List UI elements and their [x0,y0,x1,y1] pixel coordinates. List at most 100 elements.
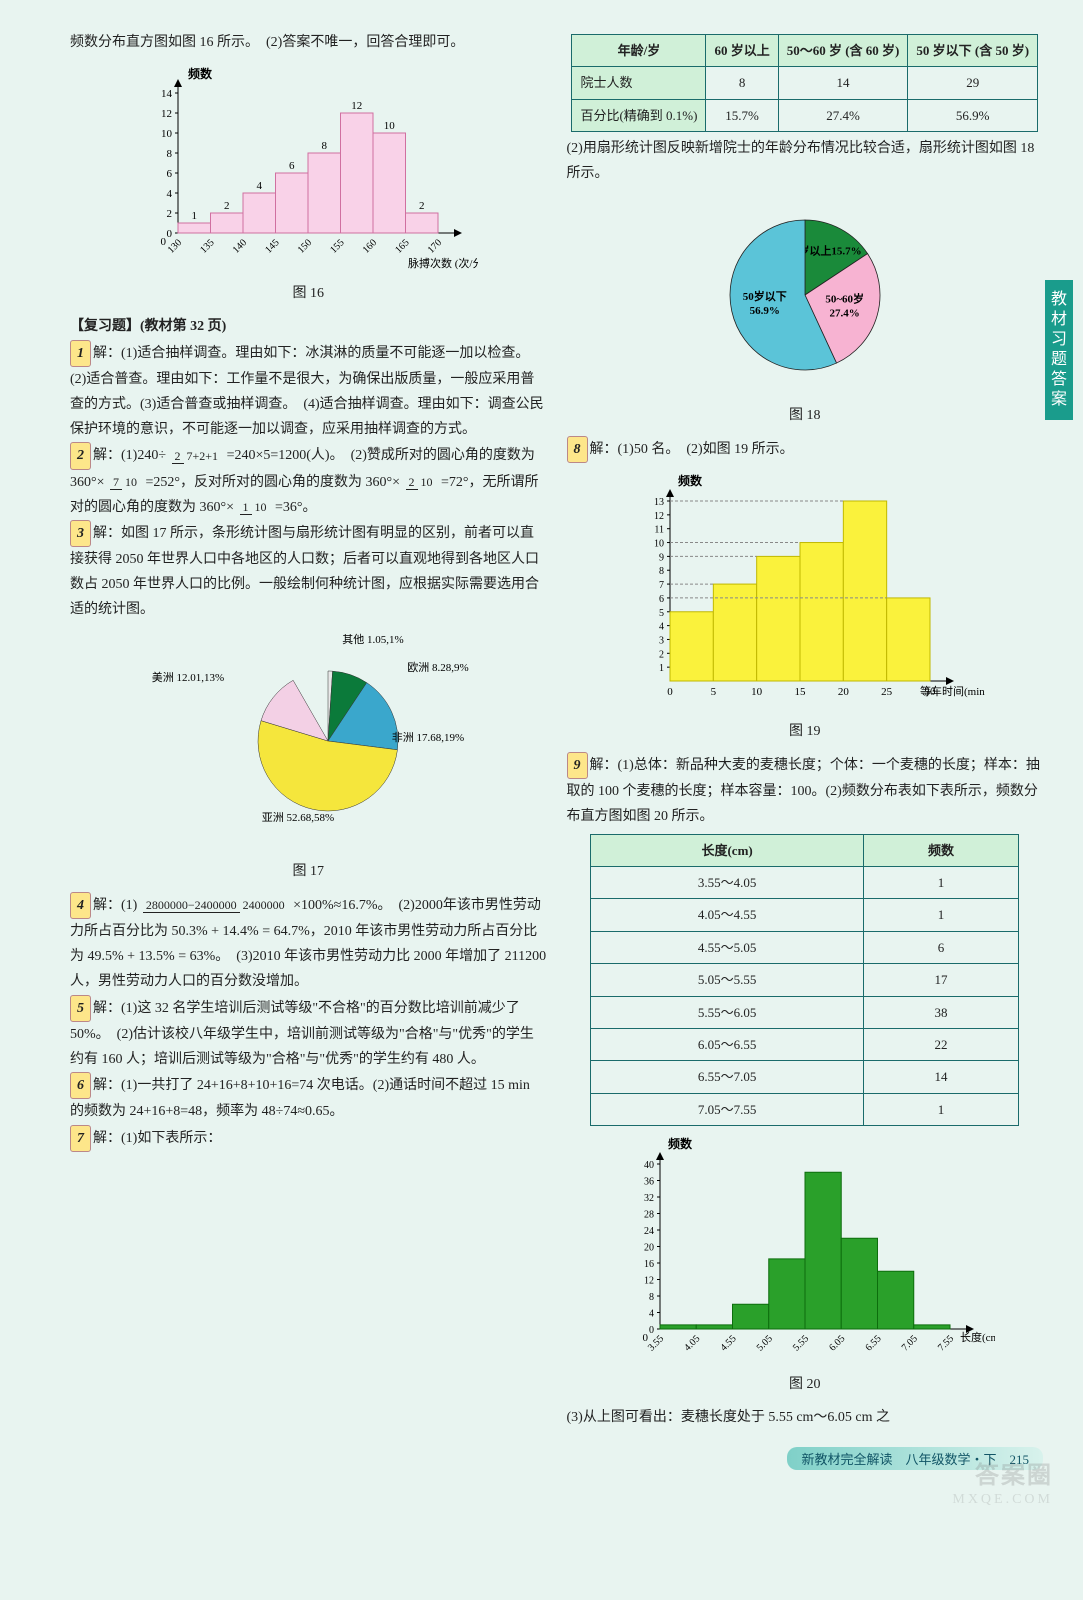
svg-text:165: 165 [393,238,411,256]
svg-text:频数: 频数 [678,473,703,488]
length-table: 长度(cm)频数3.55～4.0514.05～4.5514.55～5.0565.… [590,834,1019,1127]
q7: 7解：(1)如下表所示： [70,1125,547,1152]
svg-text:10: 10 [751,686,763,698]
svg-text:145: 145 [263,238,281,256]
q4-b: ×100%≈16.7%。 (2)2000年该市男性劳动力所占百分比为 50.3%… [70,898,546,990]
svg-text:40: 40 [644,1160,654,1171]
svg-text:7.05: 7.05 [899,1334,919,1354]
svg-text:8: 8 [322,140,328,152]
svg-text:150: 150 [296,238,314,256]
svg-text:24: 24 [644,1226,654,1237]
svg-text:6: 6 [167,168,173,180]
page-columns: 频数分布直方图如图 16 所示。 (2)答案不唯一，回答合理即可。 频数0246… [70,30,1043,1431]
svg-text:14: 14 [161,88,173,100]
svg-text:10: 10 [161,128,173,140]
q4-frac: 2800000−24000002400000 [143,899,288,912]
svg-text:10: 10 [654,538,664,549]
q9a: 9解：(1)总体：新品种大麦的麦穗长度；个体：一个麦穗的长度；样本：抽取的 10… [567,752,1044,830]
svg-text:2: 2 [659,649,664,660]
q1: 1解：(1)适合抽样调查。理由如下：冰淇淋的质量不可能逐一加以检查。 (2)适合… [70,340,547,443]
svg-text:2: 2 [419,200,425,212]
svg-text:170: 170 [426,238,444,256]
left-column: 频数分布直方图如图 16 所示。 (2)答案不唯一，回答合理即可。 频数0246… [70,30,547,1431]
svg-text:140: 140 [231,238,249,256]
svg-text:5.05: 5.05 [754,1334,774,1354]
q2-num: 2 [70,442,91,469]
svg-text:非洲 17.68,19%: 非洲 17.68,19% [392,731,464,744]
svg-text:5: 5 [659,608,664,619]
watermark-url: MXQE.COM [952,1492,1053,1508]
q5-num: 5 [70,995,91,1022]
q1-num: 1 [70,340,91,367]
svg-text:5: 5 [710,686,716,698]
age-table: 年龄/岁60 岁以上50～60 岁 (含 60 岁)50 岁以下 (含 50 岁… [571,34,1038,132]
svg-text:4: 4 [649,1309,654,1320]
svg-text:9: 9 [659,552,664,563]
q2-e: =36°。 [275,500,317,515]
page-footer: 新教材完全解读 八年级数学・下 215 [70,1447,1043,1470]
svg-text:其他 1.05,1%: 其他 1.05,1% [343,633,404,646]
q2-frac4: 110 [240,501,270,514]
fig19-chart: 频数12345678910111213051015202530等车时间(min) [625,471,985,711]
svg-text:2: 2 [167,208,173,220]
svg-text:0: 0 [167,228,173,240]
svg-text:4: 4 [659,622,664,633]
fig17-chart: 其他 1.05,1% 欧洲 8.28,9% 非洲 17.68,19% 亚洲 52.68… [128,631,488,851]
svg-text:亚洲 52.68,58%: 亚洲 52.68,58% [262,812,334,824]
svg-text:8: 8 [649,1292,654,1303]
fig16-chart: 频数02468101214124681210213013514014515015… [138,63,478,273]
svg-text:135: 135 [198,238,216,256]
q4: 4解：(1) 2800000−24000002400000 ×100%≈16.7… [70,892,547,995]
svg-text:欧洲 8.28,9%: 欧洲 8.28,9% [408,661,469,674]
svg-text:等车时间(min): 等车时间(min) [920,684,985,698]
svg-text:8: 8 [659,566,664,577]
svg-text:27.4%: 27.4% [829,307,859,319]
svg-text:4.05: 4.05 [682,1334,702,1354]
age-table-note: (2)用扇形统计图反映新增院士的年龄分布情况比较合适，扇形统计图如图 18 所示… [567,136,1044,186]
q2-frac2: 710 [110,476,140,489]
fig16-caption: 图 16 [70,281,547,306]
svg-text:155: 155 [328,238,346,256]
svg-text:8: 8 [167,148,173,160]
q9b: (3)从上图可看出：麦穗长度处于 5.55 cm～6.05 cm 之 [567,1405,1044,1430]
svg-text:15: 15 [794,686,806,698]
watermark: 答案圈 [975,1455,1053,1490]
q3-text: 解：如图 17 所示，条形统计图与扇形统计图有明显的区别，前者可以直接获得 20… [70,526,539,618]
svg-text:4.55: 4.55 [718,1334,738,1354]
svg-text:11: 11 [654,525,664,536]
side-tab: 教材习题答案 [1045,280,1073,420]
fig20-caption: 图 20 [567,1372,1044,1397]
svg-text:20: 20 [838,686,850,698]
fig20-chart: 频数04812162024283236403.554.054.555.055.5… [615,1134,995,1364]
fig18-caption: 图 18 [567,403,1044,428]
svg-text:5.55: 5.55 [791,1334,811,1354]
svg-text:6: 6 [289,160,295,172]
q4-num: 4 [70,892,91,919]
q7-text: 解：(1)如下表所示： [93,1131,221,1146]
q2-frac1: 27+2+1 [172,450,222,463]
q2-frac3: 210 [406,476,436,489]
svg-text:160: 160 [361,238,379,256]
svg-text:20: 20 [644,1243,654,1254]
q8: 8解：(1)50 名。 (2)如图 19 所示。 [567,436,1044,463]
intro-text: 频数分布直方图如图 16 所示。 (2)答案不唯一，回答合理即可。 [70,30,547,55]
q6-text: 解：(1)一共打了 24+16+8+10+16=74 次电话。(2)通话时间不超… [70,1078,530,1119]
q8-num: 8 [567,436,588,463]
q5-text: 解：(1)这 32 名学生培训后测试等级"不合格"的百分数比培训前减少了 50%… [70,1001,534,1067]
q7-num: 7 [70,1125,91,1152]
q2-a: 解：(1)240÷ [93,448,166,463]
svg-text:脉搏次数 (次/分): 脉搏次数 (次/分) [408,256,478,270]
svg-text:美洲 12.01,13%: 美洲 12.01,13% [152,671,224,684]
svg-text:13: 13 [654,497,664,508]
svg-text:2: 2 [224,200,230,212]
q1-text: 解：(1)适合抽样调查。理由如下：冰淇淋的质量不可能逐一加以检查。 (2)适合普… [70,346,544,438]
svg-text:频数: 频数 [668,1136,693,1151]
svg-text:3: 3 [659,635,664,646]
q9-num: 9 [567,752,588,779]
svg-text:0: 0 [642,1332,648,1344]
q4-a: 解：(1) [93,898,137,913]
svg-text:7: 7 [659,580,664,591]
svg-text:0: 0 [161,236,167,248]
svg-text:25: 25 [881,686,893,698]
svg-text:3.55: 3.55 [646,1334,666,1354]
